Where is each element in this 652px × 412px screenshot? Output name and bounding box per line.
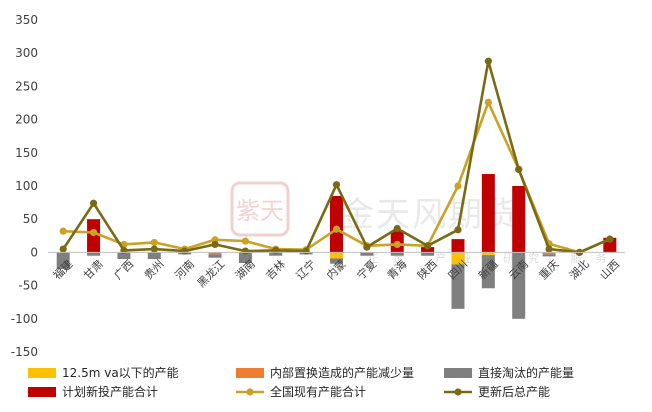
legend-swatch	[236, 368, 264, 378]
legend-label: 直接淘汰的产能量	[478, 365, 574, 380]
line-point	[332, 181, 341, 189]
line-point	[454, 182, 462, 190]
bar	[390, 252, 404, 256]
line-point	[59, 227, 67, 235]
legend-label: 内部置换造成的产能减少量	[270, 365, 414, 380]
bar	[542, 252, 556, 255]
legend-swatch-marker	[246, 388, 254, 396]
x-tick-label: 辽宁	[293, 257, 318, 282]
line-point	[454, 226, 462, 234]
legend-label: 全国现有产能合计	[270, 384, 366, 399]
x-tick-label: 广西	[112, 258, 137, 283]
line-point	[89, 228, 98, 237]
y-tick-label: 200	[15, 113, 38, 127]
line-point	[606, 235, 614, 243]
bar	[330, 252, 343, 259]
bar	[481, 255, 495, 289]
y-tick-label: -100	[11, 312, 38, 326]
y-axis: 350 300 250 200 150 100 50 0 -50 -100 -150	[11, 13, 38, 359]
y-tick-label: 300	[15, 46, 38, 60]
bar	[421, 247, 435, 253]
x-tick-label: 吉林	[263, 257, 288, 282]
line-point	[484, 57, 492, 65]
bar	[360, 252, 374, 256]
bar	[330, 258, 343, 264]
line-point	[272, 246, 280, 255]
y-tick-label: 0	[30, 245, 38, 259]
line-point	[59, 245, 67, 253]
line-point	[120, 246, 128, 255]
bar	[512, 252, 526, 319]
bar	[147, 252, 161, 260]
bar	[542, 254, 556, 257]
line-point	[393, 224, 401, 233]
bar	[451, 252, 465, 265]
y-tick-label: 250	[15, 79, 38, 93]
bar	[269, 252, 283, 256]
y-tick-label: 350	[15, 13, 38, 27]
line-point	[241, 237, 249, 245]
line-series	[59, 57, 614, 256]
line-point	[150, 238, 158, 247]
y-tick-label: 50	[23, 212, 38, 226]
bar	[421, 252, 435, 256]
bar-series	[56, 174, 617, 319]
line-point	[393, 240, 401, 249]
bar	[238, 252, 252, 264]
legend-swatch	[28, 387, 56, 397]
bar	[117, 252, 131, 260]
y-tick-label: -50	[18, 279, 38, 293]
line-point	[181, 247, 189, 255]
bar	[512, 186, 526, 253]
y-tick-label: 150	[15, 146, 38, 160]
legend-label: 更新后总产能	[478, 384, 550, 399]
line-point	[241, 247, 249, 255]
y-tick-label: -150	[11, 345, 38, 359]
bar	[451, 239, 465, 253]
watermark-seal-text: 紫天	[236, 197, 284, 225]
legend-label: 12.5m va以下的产能	[62, 365, 179, 380]
bar	[481, 174, 495, 253]
line-point	[363, 243, 371, 251]
line-point	[150, 245, 158, 253]
x-tick-label: 内蒙	[323, 257, 348, 282]
x-tick-label: 河南	[172, 258, 197, 283]
x-tick-label: 贵州	[142, 258, 167, 283]
x-tick-label: 湖南	[233, 258, 258, 283]
y-tick-label: 100	[15, 179, 38, 193]
bar	[208, 254, 222, 258]
bar	[87, 252, 101, 256]
x-tick-label: 黑龙江	[195, 258, 228, 291]
line-point	[302, 247, 310, 255]
legend-swatch-marker	[454, 388, 462, 396]
legend-label: 计划新投产能合计	[62, 384, 158, 399]
x-tick-label: 福建	[50, 257, 75, 282]
bar	[451, 264, 465, 309]
line-point	[515, 165, 523, 173]
legend-swatch	[28, 368, 56, 378]
line-point	[211, 240, 219, 249]
watermark-seal	[230, 181, 290, 237]
bar	[330, 195, 343, 253]
line-point	[424, 242, 432, 250]
bar	[481, 252, 495, 256]
x-tick-label: 甘肃	[81, 258, 106, 283]
line-point	[89, 199, 98, 207]
bar	[208, 252, 222, 255]
legend: 12.5m va以下的产能 内部置换造成的产能减少量 直接淘汰的产能量计划新投产能合…	[28, 365, 574, 399]
legend-swatch	[444, 368, 472, 378]
bar	[56, 252, 70, 269]
line-point	[332, 225, 341, 233]
line-point	[545, 245, 553, 253]
line-point	[484, 98, 492, 106]
